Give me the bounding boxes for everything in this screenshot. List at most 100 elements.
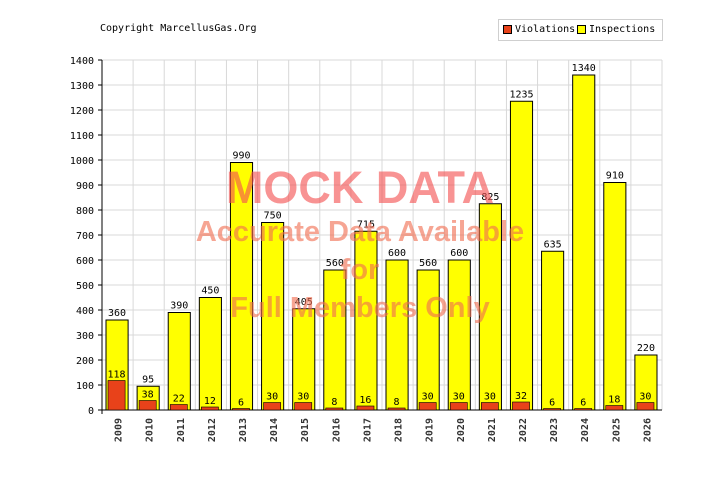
bar-inspections-2017 [354, 230, 378, 411]
y-tick-label: 100 [76, 381, 94, 392]
bar-inspections-2023 [541, 250, 565, 411]
data-label-violations-2015: 30 [297, 392, 309, 403]
legend: Violations Inspections [498, 19, 663, 41]
bar-violations-2015 [294, 402, 313, 411]
y-tick-label: 700 [76, 231, 94, 242]
x-tick-label-2018: 2018 [394, 418, 405, 442]
data-label-violations-2016: 8 [331, 397, 337, 408]
data-label-violations-2024: 6 [580, 398, 586, 409]
x-tick-label-2015: 2015 [300, 418, 311, 442]
copyright-text: Copyright MarcellusGas.Org [100, 23, 257, 34]
bar-violations-2023 [543, 408, 561, 411]
data-label-inspections-2016: 560 [326, 258, 344, 269]
x-tick-label-2020: 2020 [456, 418, 467, 442]
bar-inspections-2019 [416, 269, 440, 411]
legend-label-violations: Violations [515, 24, 576, 35]
data-label-inspections-2026: 220 [637, 343, 655, 354]
data-label-violations-2020: 30 [453, 392, 465, 403]
data-label-inspections-2010: 95 [142, 374, 154, 385]
x-tick-label-2012: 2012 [207, 418, 218, 442]
axes: 0 100 200 300 400 500 600 700 800 900 1000 1100 1200… [70, 56, 662, 442]
x-tick-label-2022: 2022 [518, 418, 529, 442]
bar-violations-2024 [574, 408, 593, 411]
bar-violations-2018 [387, 407, 406, 411]
y-tick-label: 400 [76, 306, 94, 317]
bar-violations-2020 [449, 402, 468, 411]
data-label-inspections-2020: 600 [450, 248, 468, 259]
x-tick-label-2025: 2025 [611, 418, 622, 442]
data-label-violations-2014: 30 [266, 392, 278, 403]
data-label-inspections-2014: 750 [264, 211, 282, 222]
data-label-violations-2011: 22 [173, 394, 185, 405]
x-tick-label-2019: 2019 [425, 418, 436, 442]
legend-swatch-violations [503, 25, 512, 34]
x-tick-label-2014: 2014 [269, 418, 280, 442]
data-label-inspections-2012: 450 [201, 286, 219, 297]
bar-inspections-2021 [478, 203, 502, 411]
bar-inspections-2012 [198, 297, 222, 411]
data-label-inspections-2011: 390 [170, 301, 188, 312]
bars [105, 74, 658, 411]
bar-violations-2016 [325, 407, 344, 411]
data-label-inspections-2017: 715 [357, 219, 375, 230]
data-label-violations-2023: 6 [549, 398, 555, 409]
data-label-violations-2017: 16 [359, 395, 371, 406]
data-label-violations-2013: 6 [238, 398, 244, 409]
y-tick-label: 1100 [70, 131, 94, 142]
grid-lines [101, 59, 663, 411]
data-label-inspections-2023: 635 [544, 239, 562, 250]
bar-violations-2013 [232, 408, 250, 411]
y-tick-label: 1300 [70, 81, 94, 92]
x-tick-label-2026: 2026 [642, 418, 653, 442]
data-label-inspections-2021: 825 [481, 192, 499, 203]
legend-item-violations: Violations [503, 24, 575, 35]
data-label-violations-2012: 12 [204, 396, 216, 407]
bar-violations-2022 [512, 401, 530, 411]
data-label-inspections-2019: 560 [419, 258, 437, 269]
x-tick-label-2021: 2021 [487, 418, 498, 442]
x-tick-label-2013: 2013 [238, 418, 249, 442]
bar-violations-2021 [481, 402, 499, 411]
bar-inspections-2014 [261, 222, 285, 411]
data-label-inspections-2025: 910 [606, 171, 624, 182]
data-labels: 360 118 95 38 390 22 450 12 990 6 750 30 405 30 560 8 71… [108, 63, 655, 409]
data-label-violations-2010: 38 [142, 390, 154, 401]
x-tick-label-2023: 2023 [549, 418, 560, 442]
bar-inspections-2013 [229, 162, 254, 411]
data-label-violations-2026: 30 [639, 392, 651, 403]
bar-violations-2019 [418, 402, 437, 411]
bar-violations-2017 [356, 405, 375, 411]
legend-item-inspections: Inspections [577, 24, 655, 35]
y-tick-label: 0 [88, 406, 94, 417]
bar-inspections-2016 [323, 269, 347, 411]
data-label-inspections-2013: 990 [232, 151, 250, 162]
legend-swatch-inspections [577, 25, 586, 34]
bar-inspections-2025 [603, 182, 627, 411]
x-tick-label-2011: 2011 [176, 418, 187, 442]
bar-inspections-2024 [572, 74, 596, 411]
data-label-inspections-2015: 405 [295, 297, 313, 308]
bar-violations-2014 [263, 402, 281, 411]
y-tick-label: 500 [76, 281, 94, 292]
bar-inspections-2020 [447, 259, 471, 411]
bar-violations-2010 [138, 400, 157, 411]
y-tick-label: 1400 [70, 56, 94, 67]
y-tick-label: 600 [76, 256, 94, 267]
y-tick-label: 300 [76, 331, 94, 342]
x-tick-label-2016: 2016 [331, 418, 342, 442]
data-label-violations-2009: 118 [108, 370, 126, 381]
x-tick-label-2009: 2009 [114, 418, 125, 442]
y-tick-label: 200 [76, 356, 94, 367]
data-label-violations-2019: 30 [422, 392, 434, 403]
x-tick-label-2017: 2017 [362, 418, 373, 442]
bar-violations-2012 [201, 406, 219, 411]
bar-violations-2011 [169, 404, 188, 411]
y-tick-label: 1200 [70, 106, 94, 117]
y-tick-label: 800 [76, 206, 94, 217]
data-label-inspections-2009: 360 [108, 308, 126, 319]
data-label-inspections-2018: 600 [388, 248, 406, 259]
data-label-violations-2018: 8 [394, 397, 400, 408]
bar-violations-2026 [636, 402, 655, 411]
legend-label-inspections: Inspections [589, 24, 656, 35]
